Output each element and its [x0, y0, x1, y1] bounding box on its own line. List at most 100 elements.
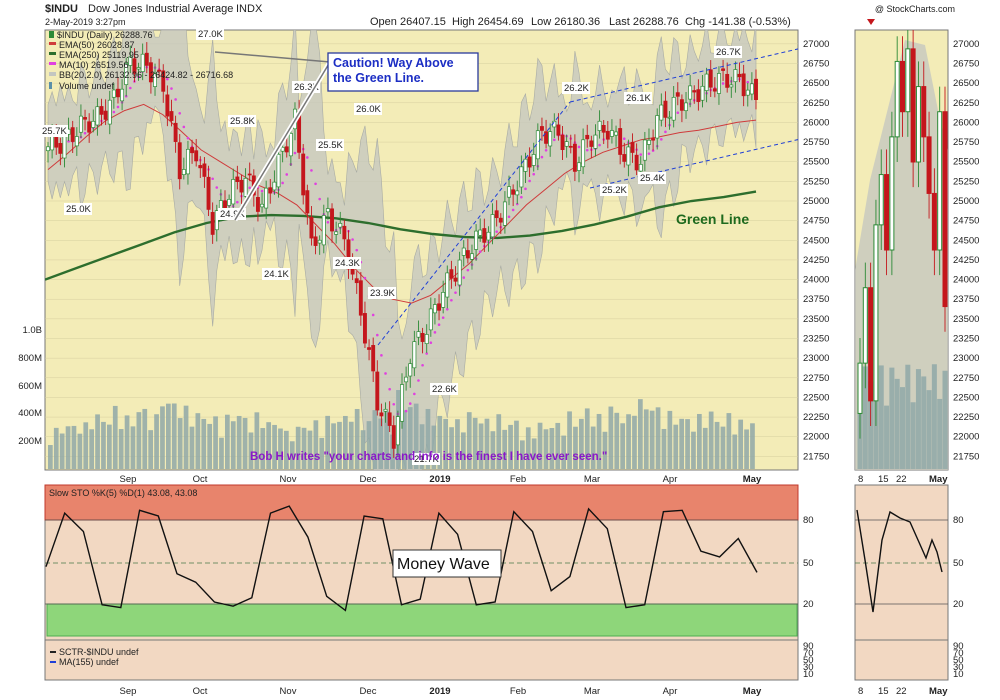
legend-bb: BB(20,2.0) 26132.96 - 26424.82 - 26716.6… — [59, 70, 233, 80]
ma10-dot — [544, 148, 548, 152]
volume-bar — [596, 413, 602, 469]
ma10-dot — [524, 187, 527, 191]
volume-bar — [638, 399, 643, 469]
volume-bar — [53, 427, 59, 469]
volume-bar — [360, 430, 366, 469]
ma10-dot — [437, 323, 441, 327]
ma10-dot — [392, 402, 396, 406]
candle-body — [161, 70, 166, 92]
chart-name: Dow Jones Industrial Average — [88, 3, 233, 15]
x-tick: May — [743, 474, 762, 485]
zoom-volume-bar — [884, 405, 890, 469]
candle-body — [688, 85, 693, 100]
x-tick: Feb — [510, 474, 526, 485]
zoom-volume-bar — [937, 398, 943, 469]
green-line-annotation: Green Line — [676, 211, 749, 227]
volume-bar — [378, 418, 384, 469]
x-tick: May — [743, 686, 762, 697]
candle-body — [498, 217, 503, 223]
volume-bar — [602, 431, 608, 469]
price-callout-box — [228, 115, 256, 127]
volume-bar — [685, 419, 690, 469]
volume-bar — [726, 413, 732, 469]
candle-body — [124, 63, 129, 86]
candle-body — [441, 292, 446, 308]
ma10-dot — [314, 182, 317, 186]
candle-body — [132, 58, 137, 74]
candle-body — [544, 131, 549, 144]
volume-bar — [148, 430, 154, 469]
zoom-price-tick: 24000 — [953, 275, 979, 286]
ema50-legend-icon — [49, 42, 56, 45]
ma10-dot — [351, 238, 354, 241]
volume-bar — [579, 418, 584, 469]
price-callout: 24.3K — [335, 258, 360, 269]
volume-bar — [278, 428, 283, 469]
volume-bar — [490, 431, 496, 469]
volume-bar — [649, 410, 655, 469]
ma10-dot — [306, 156, 309, 159]
candle-body — [342, 225, 347, 240]
zoom-candles — [857, 30, 948, 439]
zoom-price-tick: 23500 — [953, 314, 979, 325]
volume-bar — [661, 428, 667, 469]
volume-bar — [124, 415, 130, 469]
zoom-price-tick: 25000 — [953, 196, 979, 207]
zoom-volume-bar — [926, 390, 932, 469]
zoom-stochastic-line — [856, 509, 943, 613]
zoom-sctr-tick: 30 — [953, 662, 964, 673]
candle-body — [700, 85, 705, 101]
volume-bar — [508, 424, 513, 469]
price-tick: 22250 — [803, 412, 829, 423]
volume-bar — [101, 421, 106, 469]
candle-body — [564, 141, 569, 147]
price-callout: 24.1K — [264, 269, 289, 280]
volume-bar — [738, 419, 744, 469]
ma10-dot — [511, 208, 515, 212]
candle-body — [408, 363, 413, 377]
candle-body — [511, 189, 516, 195]
price-tick: 24000 — [803, 275, 829, 286]
volume-bar — [112, 405, 118, 469]
volume-bar — [266, 422, 272, 469]
legend-ma10: MA(10) 26519.56 — [59, 60, 129, 70]
ma10-dot — [166, 77, 169, 81]
volume-bar — [484, 418, 490, 469]
candle-body — [363, 313, 367, 344]
x-tick: Apr — [663, 474, 678, 485]
ma10-dot — [507, 215, 511, 219]
ma10-dot — [129, 86, 132, 90]
volume-bar — [720, 426, 726, 469]
volume-axis: 1.0B 800M 600M 400M 200M — [18, 325, 42, 447]
price-callout: 25.8K — [230, 116, 255, 127]
ma10-dot — [285, 173, 289, 176]
zoom-price-tick: 25500 — [953, 157, 979, 168]
candle-body — [502, 201, 507, 226]
candle-body — [474, 230, 479, 250]
candle-body — [400, 384, 404, 422]
volume-bar — [626, 414, 631, 469]
volume-tick: 800M — [18, 353, 42, 364]
zoom-price-tick: 24250 — [953, 255, 979, 266]
price-tick: 25000 — [803, 196, 829, 207]
chart-symbol: $INDU — [45, 3, 78, 15]
ma10-dot — [112, 110, 116, 114]
stochastic-line — [45, 505, 758, 612]
candle-body — [264, 187, 269, 209]
zoom-candle-body — [931, 192, 937, 251]
candle-body — [651, 138, 656, 141]
price-tick: 24500 — [803, 235, 829, 246]
ma10-dot — [515, 202, 519, 206]
price-callout: 25.2K — [602, 185, 627, 196]
candle-body — [712, 88, 717, 92]
price-callout: 26.1K — [626, 93, 651, 104]
candle-body — [268, 187, 273, 194]
volume-bar — [348, 421, 354, 469]
ma10-dot — [585, 148, 589, 152]
price-callout-box — [430, 383, 458, 395]
candle-body — [354, 278, 359, 284]
candle-body — [737, 73, 742, 78]
candle-body — [733, 69, 738, 83]
zoom-candle-body — [862, 287, 868, 364]
price-axis: 27000 27000 26750 26750 26500 26500 26250 26250… — [803, 39, 979, 463]
